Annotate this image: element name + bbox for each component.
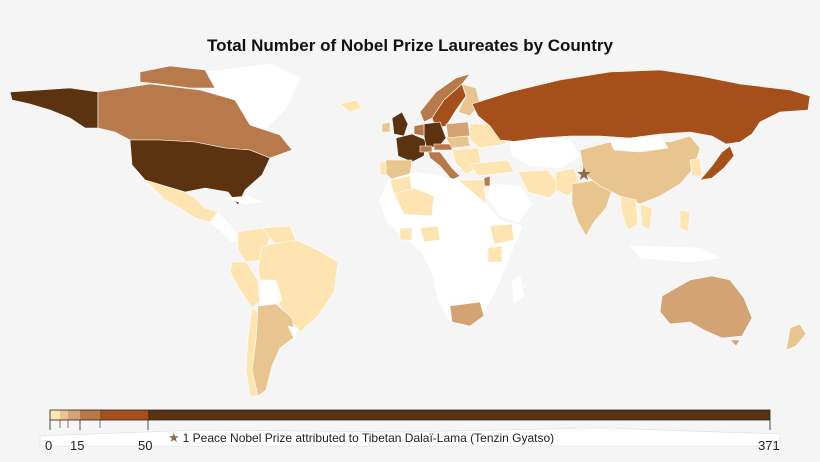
tasmania[interactable]	[729, 339, 741, 347]
poland[interactable]	[445, 121, 471, 139]
antarctica	[39, 427, 781, 447]
legend-tier3	[68, 410, 80, 420]
map-title: Total Number of Nobel Prize Laureates by…	[207, 36, 613, 55]
algeria[interactable]	[393, 187, 435, 217]
central-america[interactable]	[209, 211, 241, 243]
legend-tier2	[60, 410, 68, 420]
legend-tier4	[80, 410, 100, 420]
mongolia[interactable]	[609, 135, 669, 153]
argentina[interactable]	[251, 303, 297, 397]
united-states[interactable]	[129, 139, 271, 206]
legend-tick-label-371: 371	[758, 438, 780, 453]
austria[interactable]	[433, 143, 453, 151]
legend-colorbar	[49, 409, 771, 430]
canada-arctic[interactable]	[139, 65, 216, 89]
italy[interactable]	[427, 151, 461, 181]
ethiopia[interactable]	[489, 223, 515, 245]
ghana-liberia[interactable]	[399, 227, 413, 241]
legend-tier5	[100, 410, 148, 420]
star-icon: ★	[576, 164, 592, 184]
legend-tick-label-0: 0	[45, 438, 53, 453]
philippines[interactable]	[679, 209, 691, 233]
czech-hungary[interactable]	[445, 135, 471, 149]
iran[interactable]	[517, 169, 561, 199]
saudi-arabia[interactable]	[487, 183, 533, 223]
legend-tick-label-50: 50	[138, 438, 153, 453]
legend-border	[49, 409, 771, 421]
peru[interactable]	[229, 261, 263, 309]
japan[interactable]	[699, 145, 735, 181]
netherlands[interactable]	[413, 123, 425, 137]
star-icon: ★	[168, 430, 180, 445]
vietnam[interactable]	[639, 203, 653, 231]
united-kingdom[interactable]	[391, 111, 409, 137]
korea[interactable]	[689, 157, 703, 177]
myanmar-thailand[interactable]	[619, 195, 639, 231]
legend-tier6	[148, 410, 770, 420]
indonesia[interactable]	[629, 245, 722, 263]
kenya[interactable]	[487, 245, 503, 263]
madagascar[interactable]	[511, 275, 525, 305]
iceland[interactable]	[339, 99, 363, 113]
uruguay[interactable]	[287, 325, 299, 339]
nigeria[interactable]	[419, 225, 441, 243]
legend-tier1	[50, 410, 60, 420]
israel[interactable]	[483, 175, 491, 187]
south-africa[interactable]	[449, 301, 485, 327]
legend-tick-label-15: 15	[70, 438, 85, 453]
france[interactable]	[395, 133, 427, 163]
alaska[interactable]	[9, 87, 99, 129]
cuba[interactable]	[224, 195, 264, 205]
ireland[interactable]	[381, 121, 391, 133]
russia[interactable]	[471, 69, 811, 145]
portugal[interactable]	[379, 161, 387, 177]
legend-note: ★ 1 Peace Nobel Prize attributed to Tibet…	[168, 430, 554, 446]
switzerland[interactable]	[419, 145, 433, 153]
australia[interactable]	[659, 275, 753, 339]
kazakhstan[interactable]	[509, 137, 581, 169]
new-zealand[interactable]	[785, 323, 807, 351]
legend-note-text: 1 Peace Nobel Prize attributed to Tibeta…	[182, 431, 555, 445]
turkey[interactable]	[469, 159, 515, 177]
